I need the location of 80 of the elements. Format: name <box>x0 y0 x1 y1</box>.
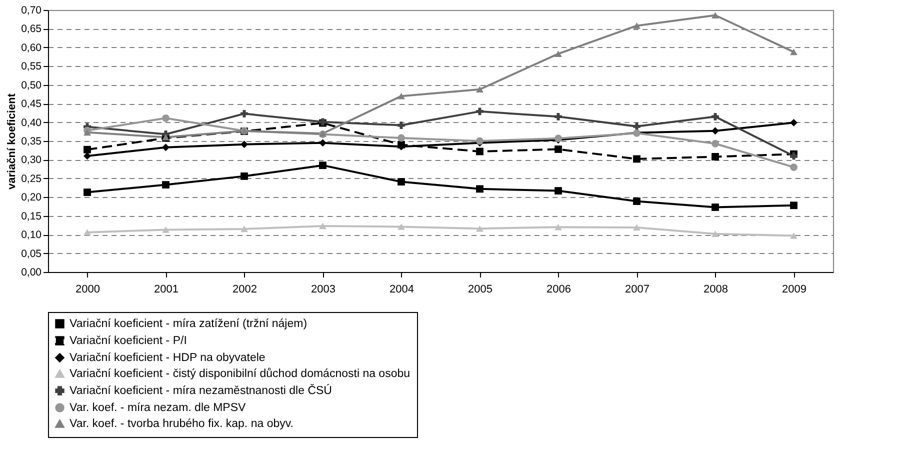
x-tick-label: 2005 <box>468 284 492 296</box>
legend-label: Variační koeficient - P/I <box>70 334 187 347</box>
legend-label: Variační koeficient - čistý disponibilní důchod domácnosti na osobu <box>70 366 410 380</box>
point <box>554 50 562 57</box>
point <box>712 153 719 160</box>
point <box>712 112 719 120</box>
x-tick-label: 2000 <box>76 284 100 296</box>
y-tick-label: 0,05 <box>21 248 42 260</box>
legend-label: Var. koef. - tvorba hrubého fix. kap. na obyv. <box>70 418 294 430</box>
point <box>162 114 170 122</box>
y-tick-label: 0,40 <box>21 116 42 129</box>
point <box>398 92 405 100</box>
legend-label: Var. koef. - míra nezam. dle MPSV <box>70 402 246 414</box>
point <box>84 229 91 236</box>
y-tick-label: 0,10 <box>21 229 42 242</box>
point <box>790 232 798 239</box>
point <box>476 148 484 156</box>
y-axis-title: variační koeficient <box>6 93 18 190</box>
y-tick-label: 0,15 <box>21 210 42 222</box>
point <box>712 230 719 238</box>
point <box>319 162 326 170</box>
point <box>476 225 484 232</box>
point <box>554 224 562 230</box>
y-tick-label: 0,00 <box>21 266 42 278</box>
y-tick-label: 0,60 <box>21 42 42 54</box>
point <box>712 12 719 18</box>
point <box>162 181 170 188</box>
point <box>633 224 640 231</box>
legend-label: Variační koeficient - míra nezaměstnanosti dle ČSÚ <box>70 382 332 397</box>
y-tick-label: 0,50 <box>21 79 42 92</box>
point <box>240 226 248 232</box>
point <box>633 22 640 29</box>
point <box>398 178 405 186</box>
point <box>790 48 798 56</box>
point <box>476 86 484 93</box>
y-tick-label: 0,30 <box>21 154 42 166</box>
y-tick-label: 0,35 <box>21 136 42 148</box>
y-tick-label: 0,70 <box>21 4 42 16</box>
x-tick-label: 2007 <box>625 284 650 296</box>
point <box>240 140 248 148</box>
point <box>712 140 719 148</box>
point <box>476 185 484 193</box>
point <box>84 188 91 196</box>
x-tick-label: 2002 <box>232 284 257 296</box>
point <box>240 172 248 180</box>
point <box>476 108 484 116</box>
point <box>398 224 405 230</box>
y-tick-label: 0,25 <box>21 172 42 185</box>
point <box>554 187 562 194</box>
y-tick-label: 0,20 <box>21 192 42 204</box>
point <box>162 144 170 152</box>
y-tick-label: 0,55 <box>21 60 42 73</box>
point <box>790 164 798 171</box>
point <box>554 112 562 120</box>
point <box>398 122 405 129</box>
point <box>84 146 91 154</box>
point <box>633 122 640 130</box>
x-tick-label: 2001 <box>154 284 178 296</box>
point <box>790 202 798 210</box>
point <box>712 204 719 211</box>
point <box>319 139 326 147</box>
point <box>240 110 248 118</box>
x-tick-label: 2009 <box>782 284 806 296</box>
point <box>84 129 91 136</box>
point <box>633 198 640 205</box>
point <box>398 134 405 142</box>
x-tick-label: 2004 <box>390 284 414 296</box>
y-tick-label: 0,45 <box>21 98 42 110</box>
x-tick-label: 2006 <box>546 284 571 296</box>
point <box>790 118 798 126</box>
legend-label: Variační koeficient - míra zatížení (tržní nájem) <box>70 318 308 330</box>
x-tick-label: 2008 <box>704 284 728 296</box>
x-tick-label: 2003 <box>311 284 336 296</box>
legend-label: Variační koeficient - HDP na obyvatele <box>70 352 266 364</box>
point <box>633 155 640 163</box>
point <box>554 146 562 153</box>
point <box>319 222 326 230</box>
point <box>162 226 170 233</box>
y-tick-label: 0,65 <box>21 23 42 36</box>
point <box>712 127 719 135</box>
